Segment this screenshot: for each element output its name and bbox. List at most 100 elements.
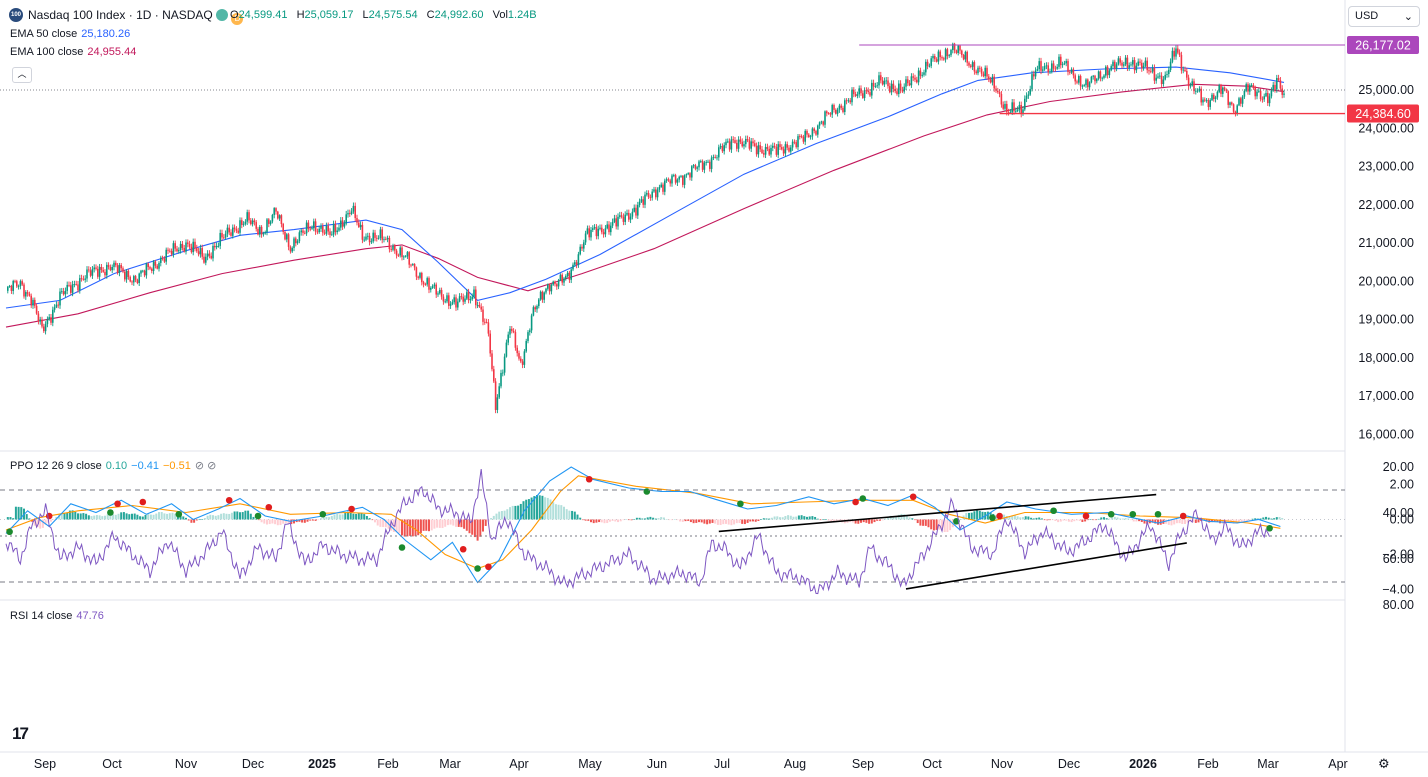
candle-body	[847, 100, 850, 102]
candle-body	[1261, 99, 1264, 100]
settings-gear-icon[interactable]: ⚙	[1378, 756, 1390, 771]
ppo-hist-bar	[228, 513, 231, 520]
candle-body	[894, 88, 896, 92]
candle-body	[143, 270, 146, 276]
candle-body	[404, 256, 407, 258]
candle-body	[1128, 65, 1130, 68]
ppo-hist-bar	[293, 519, 295, 524]
ppo-hist-bar	[660, 517, 663, 520]
ppo-hist-bar	[1086, 519, 1089, 521]
candle-body	[498, 386, 500, 398]
ppo-hist-bar	[401, 519, 403, 536]
candle-body	[525, 340, 527, 352]
collapse-legend-button[interactable]: ︿	[12, 67, 32, 83]
ppo-hist-bar	[876, 519, 879, 521]
ppo-hist-bar	[438, 519, 441, 528]
time-tick-label: Nov	[991, 757, 1014, 771]
candle-body	[575, 262, 578, 265]
candle-body	[1180, 54, 1183, 71]
ppo-hist-bar	[838, 519, 841, 522]
candle-body	[226, 227, 229, 234]
candle-body	[768, 148, 770, 155]
candle-body	[309, 228, 311, 230]
candle-body	[493, 369, 495, 382]
candle-body	[1072, 69, 1075, 76]
candle-body	[156, 265, 158, 269]
candle-body	[257, 228, 259, 235]
candle-body	[1164, 74, 1166, 80]
candle-body	[640, 199, 643, 202]
candle-body	[982, 73, 985, 77]
candle-body	[478, 305, 481, 307]
candle-body	[275, 208, 277, 212]
candle-body	[469, 299, 472, 301]
candle-body	[1074, 75, 1076, 82]
candle-body	[1267, 92, 1269, 104]
candle-body	[617, 216, 619, 227]
rsi-pane[interactable]: 80.00 60.00 40.00 20.00	[0, 460, 1414, 612]
candle-body	[388, 237, 391, 250]
ppo-hist-bar	[95, 515, 98, 520]
candle-body	[1016, 109, 1019, 111]
ppo-cross-up-marker	[643, 488, 651, 495]
symbol-title[interactable]: Nasdaq 100 Index · 1D · NASDAQ D	[28, 8, 244, 25]
ppo-hist-bar	[808, 516, 811, 520]
time-tick-label: Apr	[509, 757, 528, 771]
price-tick-label: 20,000.00	[1358, 274, 1414, 288]
ppo-hist-bar	[865, 519, 868, 523]
candle-body	[574, 262, 576, 265]
candle-body	[23, 284, 25, 297]
candle-body	[350, 211, 353, 214]
ppo-legend[interactable]: PPO 12 26 9 close 0.10 −0.41 −0.51 ⊘ ⊘	[10, 460, 217, 472]
ppo-pane[interactable]: 2.00 0.00 −2.00 −4.00	[0, 466, 1414, 597]
candle-body	[32, 299, 34, 306]
ppo-hist-bar	[1251, 518, 1254, 520]
candle-body	[1243, 90, 1246, 97]
candle-body	[635, 207, 637, 216]
candle-body	[242, 223, 245, 225]
candle-body	[385, 239, 387, 240]
tradingview-logo-icon[interactable]: 17	[12, 724, 29, 743]
candle-body	[460, 296, 463, 298]
ppo-hist-bar	[1024, 516, 1027, 520]
ppo-hist-bar	[333, 514, 336, 520]
candle-body	[417, 276, 419, 278]
ema50-legend[interactable]: EMA 50 close 25,180.26	[10, 28, 131, 40]
price-axis[interactable]: 16,000.00 17,000.00 18,000.00 19,000.00 20,0…	[1358, 83, 1414, 441]
ppo-hist-bar	[760, 519, 763, 520]
ppo-hist-bar	[490, 518, 493, 520]
ppo-hist-bar	[257, 519, 260, 521]
candle-body	[710, 157, 713, 169]
candle-body	[1173, 50, 1175, 57]
ppo-hist-bar	[692, 519, 695, 524]
ppo-hist-bar	[638, 517, 641, 520]
symbol-logo: 100	[9, 8, 23, 22]
candle-body	[674, 175, 677, 183]
ppo-hist-bar	[911, 518, 914, 520]
ema100-legend[interactable]: EMA 100 close 24,955.44	[10, 46, 137, 58]
candle-body	[532, 307, 535, 316]
candle-body	[824, 111, 826, 125]
rsi-legend[interactable]: RSI 14 close 47.76	[10, 610, 104, 622]
ppo-hist-bar	[1092, 519, 1095, 521]
candle-body	[178, 250, 180, 252]
candle-body	[16, 281, 18, 287]
ppo-hist-bar	[14, 506, 17, 520]
ppo-hist-bar	[1254, 518, 1257, 520]
candle-body	[732, 139, 734, 141]
horizontal-levels[interactable]: 26,177.02 24,384.60	[0, 35, 1419, 123]
candle-body	[145, 263, 148, 276]
candle-body	[217, 245, 220, 247]
candle-body	[1013, 102, 1015, 112]
ppo-hist-bar	[185, 517, 187, 520]
candle-body	[511, 328, 513, 331]
ppo-hist-bar	[301, 519, 304, 523]
candle-body	[1259, 90, 1262, 100]
price-pane[interactable]	[0, 0, 1428, 753]
candle-body	[1162, 79, 1165, 85]
candle-body	[1231, 102, 1233, 105]
currency-select[interactable]: USD ⌄	[1348, 6, 1420, 27]
candle-body	[907, 79, 909, 84]
time-axis[interactable]: Sep Oct Nov Dec 2025 Feb Mar Apr May Jun Jul Aug Sep…	[34, 757, 1348, 771]
